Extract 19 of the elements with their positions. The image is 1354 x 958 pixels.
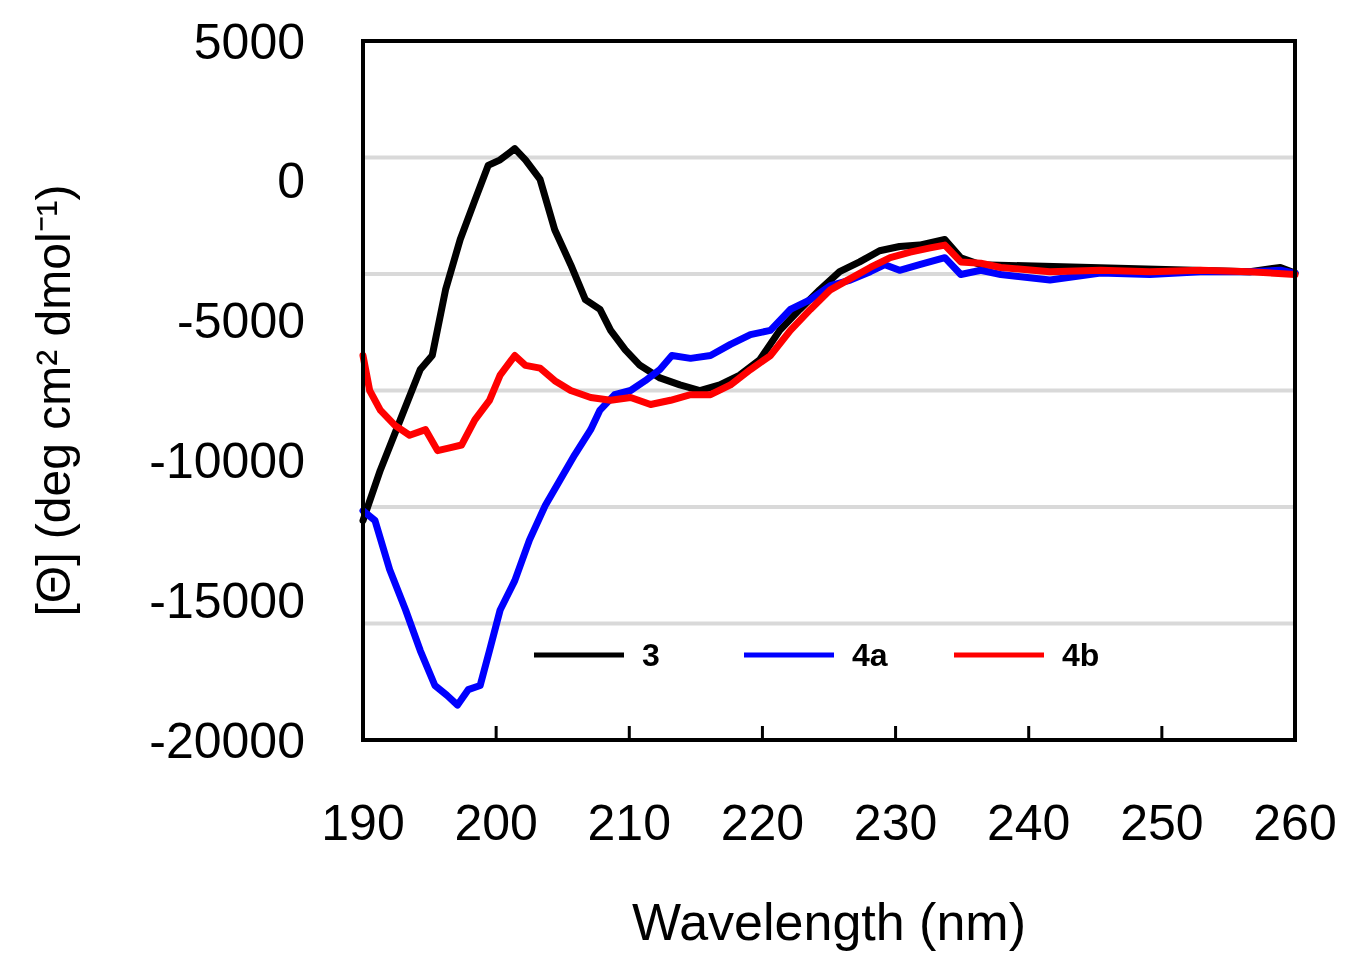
x-tick-label: 240 xyxy=(987,795,1071,851)
y-tick-label: -5000 xyxy=(177,293,305,350)
y-axis-title: [Θ] (deg cm² dmol⁻¹) xyxy=(27,184,80,617)
x-tick-label: 250 xyxy=(1120,795,1204,851)
y-tick-label: 5000 xyxy=(193,13,305,70)
x-tick-label: 210 xyxy=(587,795,671,851)
x-tick-label: 230 xyxy=(853,795,938,851)
y-tick-label: -10000 xyxy=(149,432,305,489)
y-tick-label: -15000 xyxy=(149,572,305,629)
x-axis-title: Wavelength (nm) xyxy=(632,893,1026,951)
x-tick-label: 260 xyxy=(1253,795,1337,851)
legend-label: 3 xyxy=(642,637,660,674)
y-tick-label: -20000 xyxy=(149,712,305,769)
legend-label: 4b xyxy=(1062,637,1100,674)
x-tick-label: 190 xyxy=(321,795,405,851)
x-tick-label: 200 xyxy=(454,795,538,851)
legend-label: 4a xyxy=(852,637,888,674)
x-tick-label: 220 xyxy=(720,795,805,851)
y-tick-label: 0 xyxy=(277,153,305,210)
